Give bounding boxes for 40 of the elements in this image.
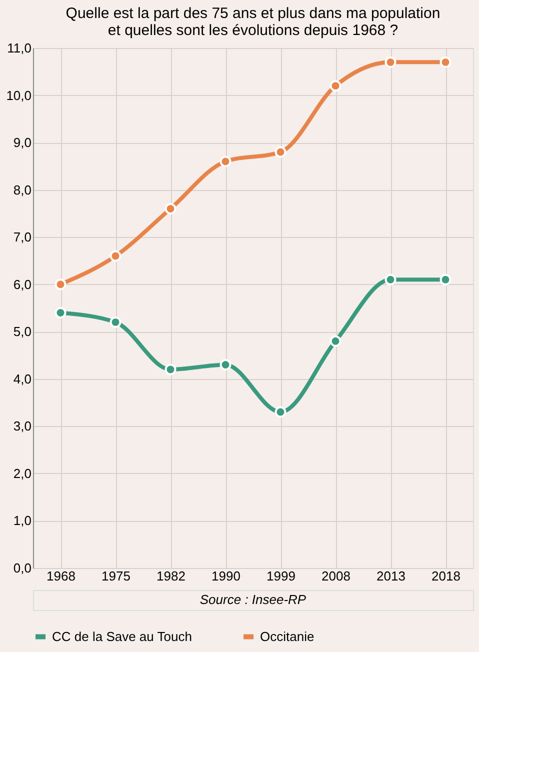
x-tick-label: 1975 — [102, 568, 130, 584]
y-tick-label: 7,0 — [13, 230, 32, 245]
point — [54, 306, 66, 318]
y-tick-label: 8,0 — [13, 182, 32, 198]
y-tick-label: 9,0 — [13, 135, 32, 150]
y-tick-label: 4,0 — [13, 371, 32, 386]
y-tick-label: 5,0 — [13, 324, 32, 340]
point — [54, 278, 66, 290]
x-tick-label: 2018 — [432, 568, 460, 584]
y-tick-label: 6,0 — [13, 276, 32, 292]
x-tick-label: 2013 — [376, 568, 406, 584]
y-tick-label: 1,0 — [13, 513, 32, 528]
legend-label: Occitanie — [260, 628, 314, 644]
source-note: Source : Insee-RP — [200, 592, 306, 607]
point — [330, 80, 342, 92]
point — [164, 364, 176, 376]
point — [164, 202, 176, 214]
x-tick-label: 1968 — [46, 568, 76, 584]
point — [220, 156, 232, 168]
point — [384, 56, 396, 68]
y-tick-label: 0,0 — [13, 560, 32, 576]
x-tick-label: 1999 — [266, 568, 296, 584]
x-tick-label: 1982 — [156, 568, 186, 584]
point — [384, 274, 396, 286]
y-tick-label: 11,0 — [7, 40, 32, 56]
point — [274, 146, 286, 158]
x-tick-label: 1990 — [212, 568, 240, 584]
point — [274, 406, 286, 418]
point — [110, 316, 122, 328]
point — [110, 250, 122, 262]
y-tick-label: 10,0 — [6, 88, 32, 103]
point — [220, 358, 232, 370]
x-tick-label: 2008 — [322, 568, 350, 584]
y-tick-label: 2,0 — [13, 466, 32, 481]
y-tick-label: 3,0 — [13, 418, 32, 434]
point — [440, 274, 452, 286]
point — [330, 335, 342, 347]
chart-title: Quelle est la part des 75 ans et plus dans ma population et quelles sont les évolutions depuis 1968 ? — [66, 5, 440, 39]
legend-label: CC de la Save au Touch — [52, 628, 192, 644]
point — [440, 56, 452, 68]
